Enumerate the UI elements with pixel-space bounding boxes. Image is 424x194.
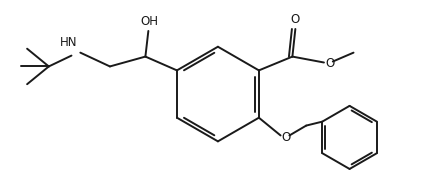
Text: O: O <box>282 131 291 144</box>
Text: O: O <box>291 13 300 26</box>
Text: HN: HN <box>60 36 78 49</box>
Text: O: O <box>325 57 334 70</box>
Text: OH: OH <box>140 15 158 28</box>
